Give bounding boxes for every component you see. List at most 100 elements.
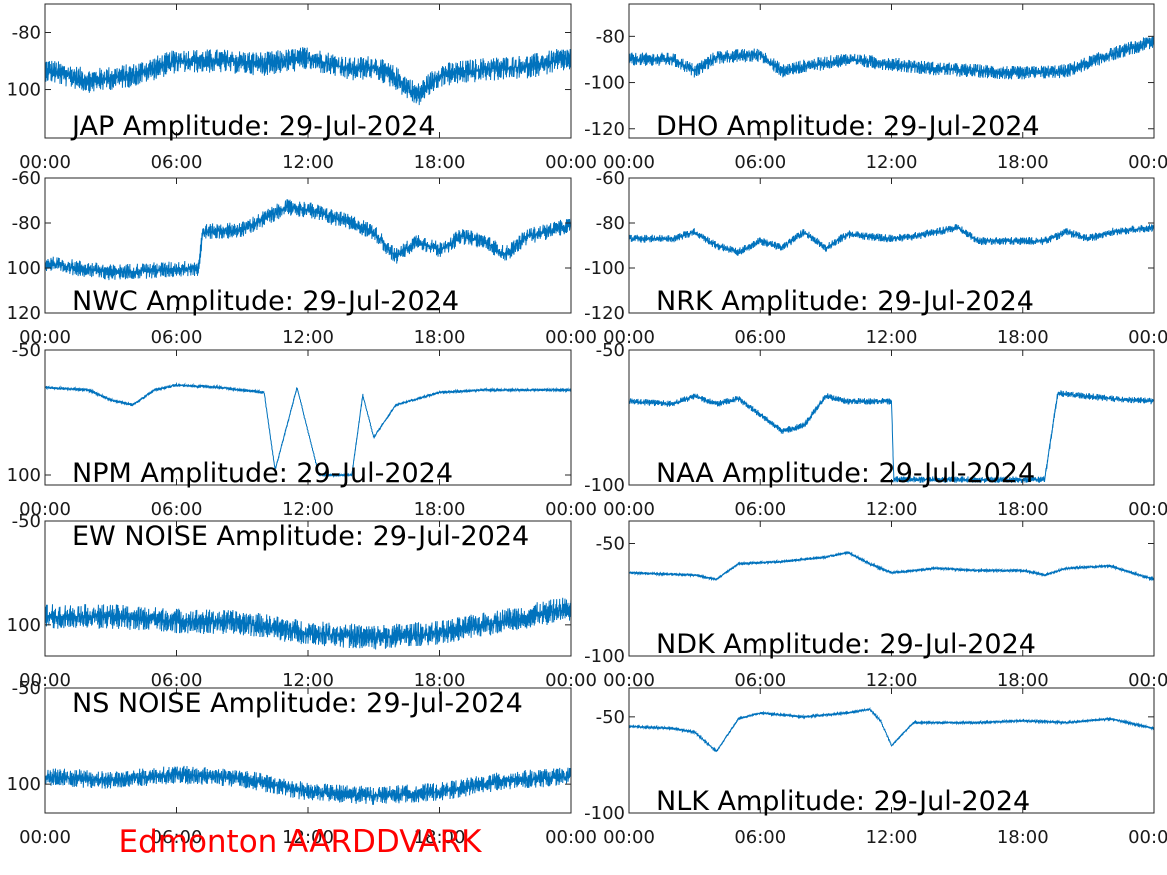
- x-tick-label: 06:00: [734, 670, 786, 691]
- y-tick-label: -50: [12, 511, 41, 532]
- y-tick-label: -80: [12, 213, 41, 234]
- y-tick-label: 100: [7, 774, 41, 795]
- x-tick-label: 00:00: [1128, 499, 1167, 520]
- x-tick-label: 18:00: [414, 670, 466, 691]
- panel-title: NWC Amplitude: 29-Jul-2024: [72, 286, 459, 317]
- y-tick-label: -50: [596, 340, 625, 361]
- x-tick-label: 06:00: [734, 152, 786, 173]
- x-tick-label: 06:00: [151, 152, 203, 173]
- x-tick-label: 06:00: [734, 827, 786, 848]
- x-tick-label: 06:00: [734, 327, 786, 348]
- x-tick-label: 18:00: [414, 152, 466, 173]
- station-label: Edmonton AARDDVARK: [118, 824, 482, 860]
- x-tick-label: 12:00: [866, 327, 918, 348]
- y-tick-label: -50: [596, 534, 625, 555]
- x-tick-label: 06:00: [151, 499, 203, 520]
- x-tick-label: 18:00: [997, 152, 1049, 173]
- panel-title: NPM Amplitude: 29-Jul-2024: [72, 458, 453, 489]
- y-tick-label: -100: [584, 475, 625, 496]
- x-tick-label: 00:00: [19, 499, 71, 520]
- panel-1: -80-100-12000:0006:0012:0018:0000:00DHO …: [584, 3, 1167, 173]
- y-tick-label: -100: [584, 258, 625, 279]
- y-tick-label: -80: [596, 26, 625, 47]
- panel-title: NRK Amplitude: 29-Jul-2024: [656, 286, 1034, 317]
- y-tick-label: -80: [596, 213, 625, 234]
- x-tick-label: 18:00: [414, 327, 466, 348]
- x-tick-label: 12:00: [866, 152, 918, 173]
- panel-title: DHO Amplitude: 29-Jul-2024: [656, 111, 1040, 142]
- y-tick-label: -100: [584, 803, 625, 824]
- x-tick-label: 00:00: [545, 499, 597, 520]
- x-tick-label: 06:00: [151, 670, 203, 691]
- x-tick-label: 12:00: [866, 670, 918, 691]
- x-tick-label: 00:00: [19, 152, 71, 173]
- series-line: [45, 597, 571, 650]
- y-tick-label: -50: [12, 340, 41, 361]
- panel-title: NAA Amplitude: 29-Jul-2024: [656, 458, 1035, 489]
- y-tick-label: -80: [12, 23, 41, 44]
- x-tick-label: 06:00: [734, 499, 786, 520]
- y-tick-label: 100: [7, 80, 41, 101]
- x-tick-label: 18:00: [414, 827, 466, 848]
- x-tick-label: 06:00: [151, 827, 203, 848]
- panel-title: NS NOISE Amplitude: 29-Jul-2024: [72, 688, 523, 719]
- y-tick-label: 100: [7, 258, 41, 279]
- panel-title: EW NOISE Amplitude: 29-Jul-2024: [72, 521, 529, 552]
- panel-title: NLK Amplitude: 29-Jul-2024: [656, 786, 1030, 817]
- x-tick-label: 18:00: [997, 827, 1049, 848]
- y-tick-label: 100: [7, 465, 41, 486]
- x-tick-label: 00:00: [545, 152, 597, 173]
- panels: -80 100 00:00 06:00 12:00 18:00 00:00 JAP Ampli…: [7, 3, 1167, 848]
- x-tick-label: 18:00: [997, 499, 1049, 520]
- panel-6: -50 100 00:00 06:00 12:00 18:00 00:00 EW NOISE …: [7, 511, 597, 691]
- x-tick-label: 00:00: [603, 499, 655, 520]
- y-tick-label: -120: [584, 119, 625, 140]
- panel-0: -80 100 00:00 06:00 12:00 18:00 00:00 JAP Ampli…: [7, 3, 597, 173]
- y-tick-label: -60: [596, 168, 625, 189]
- x-tick-label: 18:00: [997, 670, 1049, 691]
- x-tick-label: 00:00: [603, 152, 655, 173]
- y-tick-label: 120: [7, 303, 41, 324]
- x-tick-label: 12:00: [866, 827, 918, 848]
- series-line: [45, 199, 571, 281]
- x-tick-label: 00:00: [1128, 152, 1167, 173]
- panel-title: NDK Amplitude: 29-Jul-2024: [656, 629, 1036, 660]
- x-tick-label: 00:00: [545, 827, 597, 848]
- series-line: [45, 47, 571, 106]
- series-line: [629, 550, 1154, 582]
- x-tick-label: 00:00: [1128, 827, 1167, 848]
- panel-8: -50 100 00:00 06:00 12:00 18:00 00:00 NS NOISE …: [7, 678, 597, 848]
- series-line: [45, 381, 571, 478]
- y-tick-label: -50: [12, 678, 41, 699]
- x-tick-label: 12:00: [866, 499, 918, 520]
- x-tick-label: 00:00: [603, 827, 655, 848]
- x-tick-label: 06:00: [151, 327, 203, 348]
- x-tick-label: 12:00: [282, 327, 334, 348]
- series-line: [629, 390, 1154, 483]
- x-tick-label: 12:00: [282, 152, 334, 173]
- x-tick-label: 00:00: [545, 327, 597, 348]
- x-tick-label: 00:00: [603, 327, 655, 348]
- x-tick-label: 00:00: [1128, 670, 1167, 691]
- x-tick-label: 12:00: [282, 827, 334, 848]
- x-tick-label: 00:00: [1128, 327, 1167, 348]
- x-tick-label: 00:00: [19, 327, 71, 348]
- series-line: [629, 223, 1154, 256]
- x-tick-label: 00:00: [19, 670, 71, 691]
- x-tick-label: 12:00: [282, 670, 334, 691]
- series-line: [629, 707, 1154, 753]
- y-tick-label: -50: [596, 707, 625, 728]
- panel-title: JAP Amplitude: 29-Jul-2024: [70, 111, 436, 142]
- panel-3: -60-80-100-12000:0006:0012:0018:0000:00N…: [584, 168, 1167, 348]
- y-tick-label: 100: [7, 615, 41, 636]
- y-tick-label: -60: [12, 168, 41, 189]
- x-tick-label: 12:00: [282, 499, 334, 520]
- series-line: [629, 36, 1154, 80]
- x-tick-label: 18:00: [414, 499, 466, 520]
